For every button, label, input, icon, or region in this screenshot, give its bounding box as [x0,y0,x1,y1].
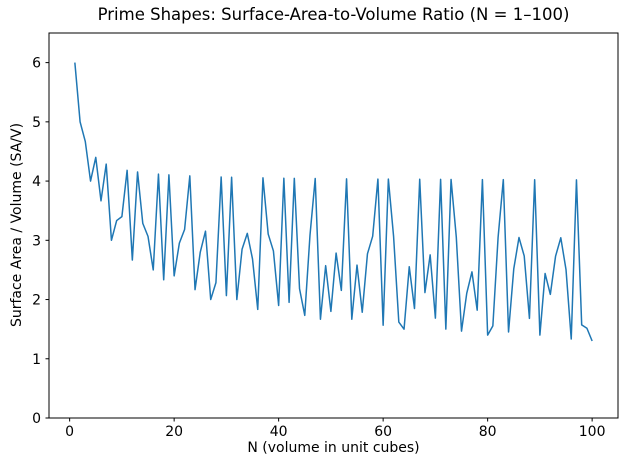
x-tick-label: 60 [374,424,392,440]
y-tick-label: 6 [32,56,41,72]
data-line [74,62,593,342]
y-tick-label: 1 [32,352,41,368]
y-tick-label: 5 [32,115,41,131]
y-tick-label: 4 [32,174,41,190]
y-tick-label: 0 [32,411,41,427]
x-tick-label: 80 [479,424,497,440]
y-axis-label: Surface Area / Volume (SA/V) [9,122,25,328]
x-tick-label: 100 [579,424,606,440]
chart-title: Prime Shapes: Surface-Area-to-Volume Rat… [97,5,570,24]
x-tick-label: 40 [270,424,288,440]
plot-area [48,32,619,419]
x-tick-label: 20 [165,424,183,440]
x-tick-label: 0 [65,424,74,440]
y-tick-label: 2 [32,293,41,309]
y-tick-label: 3 [32,233,41,249]
x-axis-label: N (volume in unit cubes) [247,440,420,456]
